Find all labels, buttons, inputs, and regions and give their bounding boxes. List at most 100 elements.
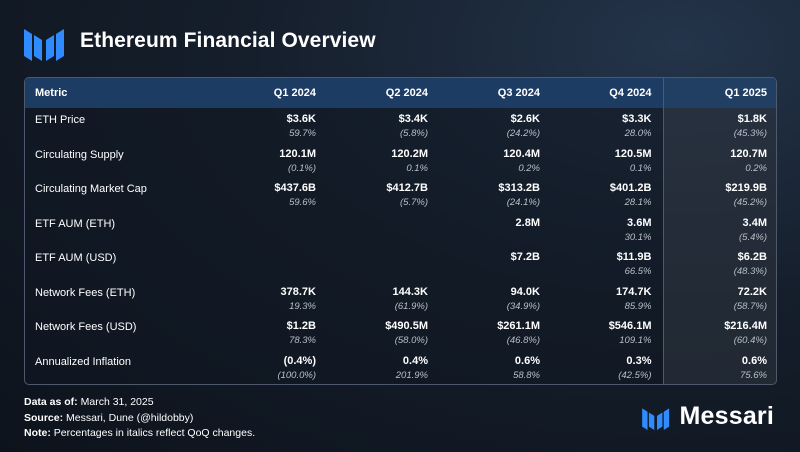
cell-value: $401.2B [609, 182, 652, 194]
cell-value: 0.3% [626, 354, 652, 367]
table-cell: 2.8M [439, 212, 551, 247]
table-cell: $219.9B (45.2%) [662, 177, 776, 212]
cell-qoq-change: (100.0%) [277, 369, 316, 381]
cell-value: 3.4M [742, 216, 767, 229]
page-header: Ethereum Financial Overview [24, 20, 376, 62]
cell-qoq-change: (48.3%) [733, 266, 767, 277]
cell-qoq-change: 0.1% [629, 162, 652, 174]
cell-value: $11.9B [616, 251, 652, 263]
cell-value: 120.4M [503, 147, 540, 160]
financial-table: Metric Q1 2024 Q2 2024 Q3 2024 Q4 2024 Q1 202… [24, 77, 777, 385]
cell-qoq-change: (34.9%) [506, 300, 540, 312]
table-cell: $3.4K (5.8%) [327, 108, 439, 143]
cell-qoq-change: 58.8% [513, 369, 540, 381]
table-cell: 120.5M 0.1% [551, 143, 663, 178]
cell-qoq-change: (24.1%) [506, 197, 540, 208]
metric-label: ETF AUM (ETH) [35, 217, 116, 230]
brand-footer: Messari [642, 402, 774, 431]
metric-label: Circulating Supply [35, 148, 124, 161]
column-header-q1-2025: Q1 2025 [662, 78, 776, 108]
cell-value: 120.5M [614, 147, 652, 160]
table-cell: 174.7K 85.9% [551, 281, 663, 316]
table-cell: (0.4%) (100.0%) [215, 350, 327, 385]
table-cell: $313.2B (24.1%) [439, 177, 551, 212]
table-cell: 72.2K (58.7%) [662, 280, 776, 315]
cell-value: $216.4M [724, 320, 767, 332]
cell-value: $412.7B [386, 182, 428, 194]
cell-value: 0.6% [514, 354, 540, 367]
table-row: Network Fees (USD) $1.2B 78.3% $490.5M (58.0… [25, 315, 776, 350]
cell-value: 72.2K [737, 285, 767, 298]
cell-value: $261.1M [497, 320, 540, 332]
metric-label: Network Fees (ETH) [35, 286, 136, 299]
table-row: ETF AUM (ETH) 2.8M 3.6M 30.1% 3.4M (5.4%) [25, 211, 776, 247]
as-of-line: Data as of: March 31, 2025 [24, 396, 154, 408]
brand-name: Messari [679, 402, 774, 430]
metric-label: Circulating Market Cap [35, 183, 147, 195]
table-cell: $401.2B 28.1% [551, 177, 663, 212]
cell-value: 120.2M [391, 147, 428, 160]
table-cell: 144.3K (61.9%) [327, 281, 439, 316]
cell-value: $1.2B [286, 320, 316, 332]
table-cell: 0.3% (42.5%) [551, 350, 663, 385]
cell-qoq-change: 0.2% [745, 162, 767, 174]
messari-logo-icon [24, 29, 64, 61]
cell-qoq-change: 78.3% [289, 335, 316, 346]
table-cell: 0.6% 75.6% [662, 349, 776, 384]
cell-qoq-change: 59.7% [289, 128, 316, 139]
cell-qoq-change: 109.1% [619, 335, 652, 346]
cell-value: 120.1M [279, 147, 316, 160]
cell-value: 174.7K [616, 285, 652, 298]
cell-value: $3.4K [398, 113, 428, 125]
column-header-q4-2024: Q4 2024 [609, 87, 652, 99]
cell-qoq-change: (5.7%) [400, 197, 428, 208]
metric-label: ETF AUM (USD) [35, 252, 117, 264]
table-cell: 0.6% 58.8% [439, 350, 551, 385]
table-cell: $437.6B 59.6% [215, 177, 327, 212]
table-cell: $11.9B 66.5% [551, 246, 663, 281]
table-header-row: Metric Q1 2024 Q2 2024 Q3 2024 Q4 2024 Q1 202… [25, 78, 776, 108]
cell-qoq-change: 85.9% [624, 300, 652, 312]
cell-value: $219.9B [725, 182, 767, 194]
table-cell: $3.3K 28.0% [551, 108, 663, 143]
cell-qoq-change: (60.4%) [733, 335, 767, 346]
cell-qoq-change: (5.4%) [739, 231, 767, 243]
cell-value: $1.8K [737, 113, 767, 125]
table-cell: 120.7M 0.2% [662, 142, 776, 177]
table-cell: $7.2B [439, 246, 551, 281]
cell-qoq-change: 75.6% [740, 369, 767, 381]
cell-value: $313.2B [498, 182, 540, 194]
table-cell: 120.1M (0.1%) [215, 143, 327, 178]
cell-value: 0.6% [741, 354, 767, 367]
cell-value: 2.8M [515, 216, 540, 229]
cell-qoq-change: (42.5%) [618, 369, 652, 381]
table-cell: $1.8K (45.3%) [662, 108, 776, 143]
metric-label: ETH Price [35, 114, 86, 126]
cell-qoq-change: 28.1% [624, 197, 652, 208]
table-cell: $490.5M (58.0%) [327, 315, 439, 350]
cell-qoq-change: 28.0% [624, 128, 652, 139]
source-line: Source: Messari, Dune (@hildobby) [24, 411, 194, 424]
cell-qoq-change: (0.1%) [288, 162, 316, 174]
table-cell: $216.4M (60.4%) [662, 315, 776, 350]
table-row: Network Fees (ETH) 378.7K 19.3% 144.3K (61.9… [25, 280, 776, 316]
messari-logo-icon [642, 408, 670, 430]
table-cell: $3.6K 59.7% [215, 108, 327, 143]
cell-value: 94.0K [510, 285, 540, 298]
cell-value: $437.6B [274, 182, 316, 194]
column-header-q3-2024: Q3 2024 [497, 87, 540, 99]
table-cell: 378.7K 19.3% [215, 281, 327, 316]
cell-qoq-change: (46.8%) [506, 335, 540, 346]
metric-label: Annualized Inflation [35, 355, 132, 368]
cell-value: 0.4% [402, 354, 428, 367]
cell-value: 3.6M [627, 216, 652, 229]
table-row: Circulating Market Cap $437.6B 59.6% $412.7… [25, 177, 776, 212]
table-row: ETH Price $3.6K 59.7% $3.4K (5.8%) $2.6K (24.2… [25, 108, 776, 143]
cell-qoq-change: 201.9% [395, 369, 428, 381]
page-title: Ethereum Financial Overview [80, 29, 376, 52]
column-header-q1-2024: Q1 2024 [273, 87, 316, 99]
table-cell [215, 212, 327, 247]
cell-qoq-change: 66.5% [624, 266, 652, 277]
cell-qoq-change: 59.6% [289, 197, 316, 208]
cell-qoq-change: 19.3% [289, 300, 316, 312]
